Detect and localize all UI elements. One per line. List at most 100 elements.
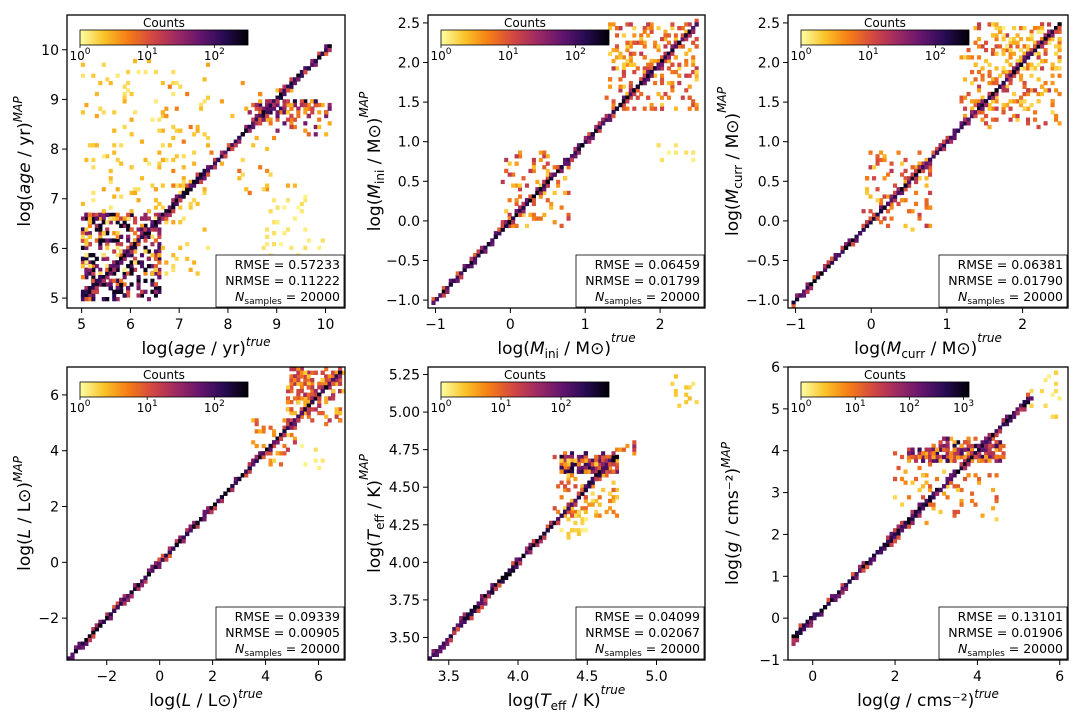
heatmap-cell xyxy=(882,154,887,159)
heatmap-cell xyxy=(105,154,110,159)
heatmap-cell xyxy=(928,223,933,229)
heatmap-cell xyxy=(317,465,322,471)
heatmap-cell xyxy=(663,29,668,34)
heatmap-cell xyxy=(977,84,982,89)
diagonal-cell xyxy=(583,135,588,141)
heatmap-cell xyxy=(563,462,568,467)
heatmap-cell xyxy=(535,179,540,185)
heatmap-cell xyxy=(341,370,345,375)
diagonal-cell xyxy=(809,282,814,287)
heatmap-cell xyxy=(143,249,148,254)
diagonal-cell xyxy=(167,212,172,218)
diagonal-cell xyxy=(535,539,540,544)
heatmap-cell xyxy=(94,212,99,218)
heatmap-cell xyxy=(1015,33,1020,38)
heatmap-cell xyxy=(112,297,117,302)
heatmap-cell xyxy=(299,209,304,214)
diagonal-cell xyxy=(247,465,252,471)
heatmap-cell xyxy=(511,223,516,229)
heatmap-cell xyxy=(882,157,887,163)
diagonal-cell xyxy=(160,553,165,559)
heatmap-cell xyxy=(1050,36,1055,42)
diagonal-cell xyxy=(893,531,898,537)
diagonal-cell xyxy=(139,583,145,588)
diagonal-cell xyxy=(1050,29,1055,34)
diagonal-cell xyxy=(87,634,92,639)
heatmap-cell xyxy=(980,73,985,78)
heatmap-cell xyxy=(105,242,110,247)
diagonal-cell xyxy=(105,612,110,617)
diagonal-cell xyxy=(192,179,197,185)
diagonal-cell xyxy=(101,275,106,280)
heatmap-cell xyxy=(1054,370,1059,375)
diagonal-cell xyxy=(611,462,616,467)
heatmap-cell xyxy=(956,440,961,445)
diagonal-cell xyxy=(303,66,308,71)
diagonal-cell xyxy=(84,641,89,646)
heatmap-cell xyxy=(1047,88,1052,93)
heatmap-cell xyxy=(303,198,308,203)
x-axis-label: log(age / yr)true xyxy=(141,335,270,359)
heatmap-cell xyxy=(928,487,933,493)
diagonal-cell xyxy=(338,374,343,379)
heatmap-cell xyxy=(1001,454,1006,460)
diagonal-cell xyxy=(680,36,685,42)
x-tick-label: 4 xyxy=(261,669,270,685)
diagonal-cell xyxy=(535,187,540,192)
diagonal-cell xyxy=(202,509,207,515)
diagonal-cell xyxy=(980,447,985,452)
diagonal-cell xyxy=(524,201,530,207)
diagonal-cell xyxy=(438,293,443,298)
heatmap-cell xyxy=(84,231,89,236)
stats-box xyxy=(575,606,705,660)
heatmap-cell xyxy=(282,231,287,236)
heatmap-cell xyxy=(573,462,578,467)
y-tick-label: 4.75 xyxy=(389,443,420,459)
heatmap-cell xyxy=(910,165,915,170)
diagonal-cell xyxy=(87,286,92,291)
y-tick-label: 5 xyxy=(50,291,59,307)
heatmap-cell xyxy=(1026,88,1031,93)
stat-nsamples: Nsamples = 20000 xyxy=(595,289,700,307)
heatmap-cell xyxy=(129,165,134,170)
diagonal-cell xyxy=(171,546,176,551)
diagonal-cell xyxy=(635,88,640,93)
heatmap-cell xyxy=(275,88,280,93)
heatmap-cell xyxy=(590,502,595,507)
heatmap-cell xyxy=(646,25,651,31)
heatmap-cell xyxy=(129,190,134,196)
diagonal-cell xyxy=(868,220,873,225)
heatmap-cell xyxy=(621,55,626,60)
heatmap-cell xyxy=(973,102,978,108)
heatmap-cell xyxy=(656,47,661,53)
heatmap-cell xyxy=(921,458,926,463)
diagonal-cell xyxy=(313,396,318,401)
diagonal-cell xyxy=(219,495,224,500)
heatmap-cell xyxy=(133,245,138,250)
heatmap-cell xyxy=(938,440,943,445)
heatmap-cell xyxy=(84,102,89,108)
diagonal-cell xyxy=(504,572,509,577)
diagonal-cell xyxy=(552,172,557,177)
heatmap-cell xyxy=(261,106,266,111)
diagonal-cell xyxy=(601,462,606,467)
heatmap-cell xyxy=(987,447,992,452)
heatmap-cell xyxy=(545,161,550,166)
heatmap-cell xyxy=(1015,113,1020,119)
heatmap-cell xyxy=(296,388,301,394)
heatmap-cell xyxy=(129,132,134,137)
heatmap-cell xyxy=(1015,58,1020,64)
heatmap-cell xyxy=(587,465,592,471)
heatmap-cell xyxy=(684,392,689,397)
heatmap-cell xyxy=(1001,443,1006,449)
diagonal-cell xyxy=(181,535,186,540)
diagonal-cell xyxy=(441,289,446,294)
diagonal-cell xyxy=(854,238,859,243)
heatmap-cell xyxy=(608,469,613,474)
heatmap-cell xyxy=(684,62,689,67)
heatmap-cell xyxy=(998,443,1003,449)
heatmap-cell xyxy=(618,25,623,31)
diagonal-cell xyxy=(886,539,891,544)
heatmap-cell xyxy=(879,220,884,225)
